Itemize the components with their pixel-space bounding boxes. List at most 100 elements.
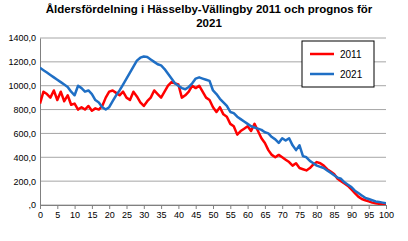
x-axis-line <box>41 206 387 210</box>
title: Åldersfördelning i Hässelby-Vällingby 20… <box>46 3 373 29</box>
x-tick: 100 <box>379 205 394 220</box>
y-tick: 600,0 <box>13 129 40 139</box>
y-tick: ,0 <box>28 200 40 210</box>
x-axis: 0 5 10 15 20 25 30 35 40 45 50 55 60 65 70 75 80 85 90 95 10… <box>38 205 394 220</box>
x-tick-mark <box>144 205 145 209</box>
x-tick: 5 <box>55 205 60 220</box>
x-tick-mark <box>109 205 110 209</box>
x-tick-mark <box>230 205 231 209</box>
x-tick-label: 45 <box>191 210 201 220</box>
legend-box <box>302 41 374 87</box>
x-tick: 20 <box>105 205 115 220</box>
y-tick: 1200,0 <box>8 57 40 67</box>
x-tick-label: 65 <box>260 210 270 220</box>
y-tick-label: ,0 <box>28 200 36 210</box>
x-tick-mark <box>300 205 301 209</box>
y-tick: 200,0 <box>13 177 40 187</box>
x-tick-label: 20 <box>105 210 115 220</box>
y-axis: ,0 200,0 400,0 600,0 800,0 1000,0 1200,0 1400,0 <box>8 33 40 210</box>
x-tick-label: 15 <box>87 210 97 220</box>
x-tick-label: 30 <box>139 210 149 220</box>
x-tick-mark <box>127 205 128 209</box>
x-tick-label: 75 <box>295 210 305 220</box>
grid-line <box>40 157 386 158</box>
x-tick-label: 40 <box>174 210 184 220</box>
x-tick-mark <box>40 205 41 209</box>
x-tick-label: 80 <box>312 210 322 220</box>
x-tick-label: 35 <box>157 210 167 220</box>
x-tick: 85 <box>330 205 340 220</box>
grid-line <box>40 133 386 134</box>
x-tick-mark <box>334 205 335 209</box>
x-tick-mark <box>248 205 249 209</box>
y-axis-line <box>40 39 41 206</box>
x-tick-label: 100 <box>379 210 394 220</box>
grid-line <box>40 181 386 182</box>
x-tick-mark <box>57 205 58 209</box>
x-tick: 50 <box>208 205 218 220</box>
x-tick-mark <box>265 205 266 209</box>
x-tick-mark <box>317 205 318 209</box>
x-tick-mark <box>351 205 352 209</box>
y-tick-label: 800,0 <box>13 105 36 115</box>
y-tick-label: 400,0 <box>13 153 36 163</box>
x-tick: 90 <box>347 205 357 220</box>
x-tick-label: 95 <box>364 210 374 220</box>
x-tick: 75 <box>295 205 305 220</box>
legend: 2011 2021 <box>302 41 374 87</box>
legend-swatch <box>310 53 334 56</box>
y-tick: 1000,0 <box>8 81 40 91</box>
legend-swatch <box>310 73 334 76</box>
y-tick-label: 600,0 <box>13 129 36 139</box>
x-tick-mark <box>196 205 197 209</box>
x-tick-label: 25 <box>122 210 132 220</box>
x-tick-label: 85 <box>330 210 340 220</box>
series-line <box>40 82 386 205</box>
title-line: Åldersfördelning i Hässelby-Vällingby 20… <box>46 3 373 15</box>
x-tick: 55 <box>226 205 236 220</box>
legend-label: 2021 <box>340 69 363 80</box>
y-tick-label: 1000,0 <box>8 81 36 91</box>
x-tick: 95 <box>364 205 374 220</box>
x-tick-label: 90 <box>347 210 357 220</box>
x-tick: 30 <box>139 205 149 220</box>
x-tick-mark <box>75 205 76 209</box>
x-tick-label: 50 <box>208 210 218 220</box>
x-tick: 40 <box>174 205 184 220</box>
x-tick: 70 <box>278 205 288 220</box>
x-tick-mark <box>92 205 93 209</box>
x-tick-label: 55 <box>226 210 236 220</box>
x-tick: 45 <box>191 205 201 220</box>
x-tick-label: 5 <box>55 210 60 220</box>
grid <box>40 38 386 205</box>
x-tick-mark <box>178 205 179 209</box>
x-tick: 60 <box>243 205 253 220</box>
grid-line <box>40 38 386 39</box>
x-tick-label: 70 <box>278 210 288 220</box>
x-tick-label: 60 <box>243 210 253 220</box>
x-tick: 10 <box>70 205 80 220</box>
x-tick: 25 <box>122 205 132 220</box>
x-tick-mark <box>369 205 370 209</box>
x-tick-label: 10 <box>70 210 80 220</box>
legend-label: 2011 <box>340 49 362 60</box>
x-tick-mark <box>386 205 387 209</box>
chart: Åldersfördelning i Hässelby-Vällingby 20… <box>0 0 408 241</box>
x-tick: 0 <box>38 205 43 220</box>
y-tick-label: 200,0 <box>13 177 36 187</box>
x-tick-label: 0 <box>38 210 43 220</box>
x-tick: 65 <box>260 205 270 220</box>
x-tick-mark <box>161 205 162 209</box>
y-tick-label: 1400,0 <box>8 33 36 43</box>
plot: ,0 200,0 400,0 600,0 800,0 1000,0 1200,0 1400,0… <box>8 33 394 220</box>
x-tick-mark <box>282 205 283 209</box>
x-tick: 15 <box>87 205 97 220</box>
y-tick: 800,0 <box>13 105 40 115</box>
x-tick: 35 <box>157 205 167 220</box>
x-tick-mark <box>213 205 214 209</box>
title-line: 2021 <box>196 17 222 29</box>
y-tick: 400,0 <box>13 153 40 163</box>
x-tick: 80 <box>312 205 322 220</box>
y-tick: 1400,0 <box>8 33 40 43</box>
y-tick-label: 1200,0 <box>8 57 36 67</box>
